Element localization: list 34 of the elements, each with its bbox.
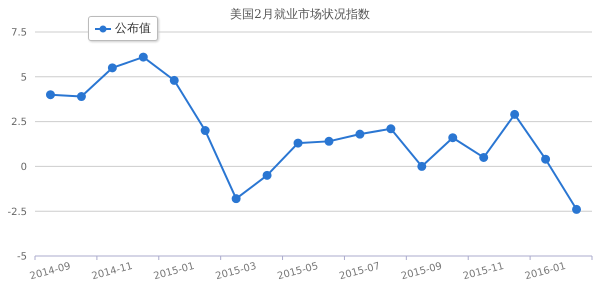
point (170, 76, 179, 85)
point (448, 133, 458, 142)
y-tick-label: 0 (20, 162, 27, 173)
point (46, 90, 55, 100)
point (200, 126, 210, 136)
point (138, 52, 148, 62)
point (355, 130, 364, 139)
y-tick-label: 5 (20, 72, 27, 84)
x-tick-label: 2015-11 (462, 260, 506, 282)
point (541, 154, 550, 164)
point (76, 92, 86, 102)
point (417, 162, 426, 171)
y-tick-label: -5 (17, 252, 27, 263)
point (108, 63, 117, 72)
point (262, 170, 272, 180)
chart-title: 美国2月就业市场状况指数 (230, 7, 370, 21)
point (294, 138, 303, 148)
y-tick-label: 7.5 (11, 28, 27, 39)
point (386, 124, 396, 134)
x-tick-label: 2015-05 (276, 260, 320, 282)
point (324, 136, 334, 146)
x-tick-label: 2015-01 (152, 260, 196, 282)
point (232, 194, 241, 204)
x-tick-label: 2015-09 (400, 260, 444, 282)
point (572, 204, 582, 214)
legend-label: 公布值 (114, 20, 151, 37)
x-tick-label: 2015-03 (214, 260, 258, 282)
x-tick-label: 2014-11 (90, 260, 134, 282)
y-tick-label: -2.5 (7, 206, 27, 218)
x-tick-label: 2016-01 (524, 260, 568, 282)
point (479, 152, 488, 162)
point (510, 110, 520, 119)
x-tick-label: 2014-09 (28, 260, 72, 282)
y-tick-label: 2.5 (11, 117, 27, 128)
